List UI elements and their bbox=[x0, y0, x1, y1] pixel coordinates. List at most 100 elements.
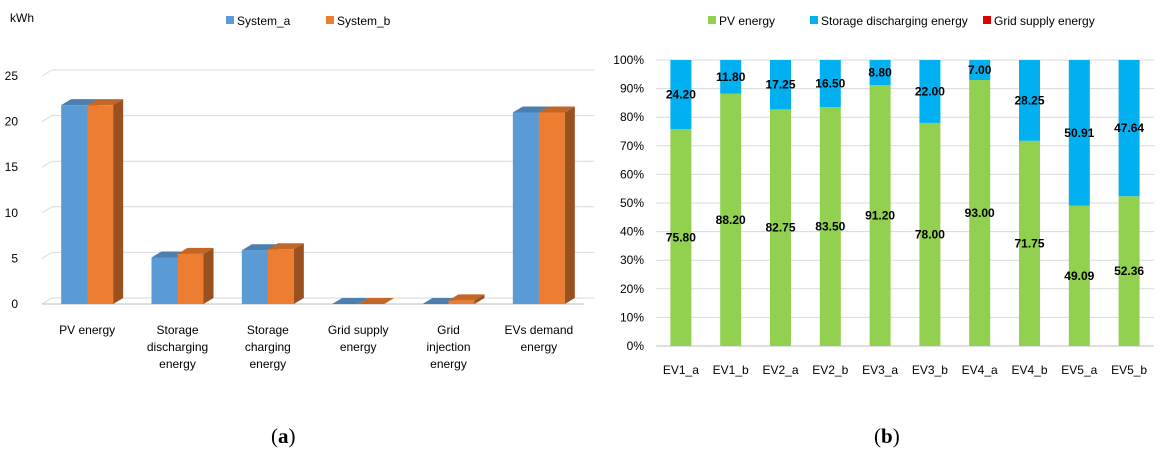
bar-segment-pv-EV1_b bbox=[720, 93, 742, 346]
bar-front bbox=[448, 300, 475, 304]
gridline-side bbox=[41, 297, 53, 305]
bar-segment-pv-EV5_b bbox=[1118, 196, 1140, 346]
x-category-label: PV energy bbox=[59, 323, 115, 337]
data-label-pv: 82.75 bbox=[765, 221, 795, 235]
legend-label-System_b: System_b bbox=[337, 14, 391, 28]
bar-front bbox=[512, 112, 539, 304]
bar-System_b-1 bbox=[177, 247, 214, 304]
panel-label-a-open: ( bbox=[271, 424, 278, 448]
panel-label-a: (a) bbox=[271, 424, 296, 449]
bar-front bbox=[87, 105, 114, 305]
y-tick-label: 10 bbox=[5, 206, 19, 220]
bar-segment-storage-EV2_a bbox=[770, 60, 791, 110]
bar-segment-pv-EV3_b bbox=[919, 122, 941, 346]
x-category-label: EV1_b bbox=[713, 363, 749, 377]
data-label-storage: 28.25 bbox=[1014, 93, 1044, 107]
y-tick-label: 0 bbox=[11, 297, 18, 311]
panel-label-a-close: ) bbox=[288, 424, 296, 448]
x-category-label: EV4_a bbox=[962, 363, 998, 377]
y-tick-label: 10% bbox=[620, 310, 644, 324]
data-label-pv: 71.75 bbox=[1014, 236, 1044, 250]
bar-segment-storage-EV5_b bbox=[1118, 60, 1140, 197]
y-tick-label: 80% bbox=[620, 110, 644, 124]
x-category-label: Storage bbox=[156, 323, 198, 337]
data-label-storage: 24.20 bbox=[666, 88, 696, 102]
bar-top bbox=[177, 247, 214, 254]
bar-chart-energy-comparison: kWh 0 5 10 15 20 25 System_a System_b PV energy St… bbox=[5, 11, 594, 371]
data-label-pv: 49.09 bbox=[1064, 269, 1094, 283]
bar-front bbox=[241, 250, 268, 304]
bar-segment-pv-EV1_a bbox=[670, 129, 692, 346]
x-category-label: EV2_a bbox=[762, 363, 798, 377]
y-tick-label: 90% bbox=[620, 82, 644, 96]
x-category-label: EV5_b bbox=[1111, 363, 1147, 377]
gridline-side bbox=[41, 251, 53, 259]
x-category-label: Storage bbox=[247, 323, 289, 337]
bar-front bbox=[151, 257, 178, 304]
bar-front bbox=[177, 253, 204, 304]
y-tick-label: 50% bbox=[620, 196, 644, 210]
x-category-label: EV2_b bbox=[812, 363, 848, 377]
x-category-label: Grid bbox=[437, 323, 460, 337]
data-label-pv: 88.20 bbox=[716, 213, 746, 227]
bar-System_b-3 bbox=[358, 298, 395, 304]
bar-front bbox=[61, 105, 88, 305]
legend-swatch-Storage discharging energy bbox=[810, 16, 818, 24]
x-category-label: energy bbox=[520, 340, 557, 354]
panel-label-b-letter: b bbox=[881, 424, 893, 448]
x-category-label: EV3_b bbox=[912, 363, 948, 377]
bar-top bbox=[87, 99, 124, 106]
bar-top bbox=[448, 294, 485, 301]
y-tick-label: 30% bbox=[620, 253, 644, 267]
data-label-storage: 7.00 bbox=[968, 63, 992, 77]
data-label-pv: 91.20 bbox=[865, 209, 895, 223]
bar-segment-storage-EV2_b bbox=[819, 60, 841, 108]
bar-side bbox=[474, 294, 485, 304]
y-tick-label: 25 bbox=[5, 69, 19, 83]
data-label-storage: 22.00 bbox=[915, 84, 945, 98]
legend-label-System_a: System_a bbox=[237, 14, 291, 28]
panel-label-a-letter: a bbox=[278, 424, 289, 448]
legend-swatch-Grid supply energy bbox=[983, 16, 991, 24]
y-tick-label: 5 bbox=[11, 251, 18, 265]
bar-segment-pv-EV2_a bbox=[770, 109, 791, 347]
x-category-label: EV1_a bbox=[663, 363, 699, 377]
x-category-label: injection bbox=[426, 340, 470, 354]
y-tick-label: 100% bbox=[613, 53, 644, 67]
bar-top bbox=[61, 99, 98, 106]
legend-label-PV energy: PV energy bbox=[719, 14, 775, 28]
bar-segment-storage-EV3_b bbox=[919, 60, 941, 123]
x-category-label: energy bbox=[249, 357, 286, 371]
data-label-pv: 52.36 bbox=[1114, 264, 1144, 278]
data-label-storage: 50.91 bbox=[1064, 126, 1094, 140]
data-label-storage: 17.25 bbox=[765, 78, 795, 92]
panel-label-b: (b) bbox=[874, 424, 900, 449]
data-label-pv: 75.80 bbox=[666, 231, 696, 245]
bar-top bbox=[512, 106, 549, 113]
bar-segment-storage-EV1_b bbox=[720, 60, 742, 94]
x-category-label: EV5_a bbox=[1061, 363, 1097, 377]
bar-top bbox=[332, 298, 369, 304]
bar-segment-storage-EV5_a bbox=[1068, 60, 1090, 206]
stacked-percent-chart-ev-energy-share: PV energy Storage discharging energy Grid … bbox=[613, 14, 1154, 377]
legend-swatch-System_a bbox=[226, 16, 234, 24]
bar-segment-pv-EV4_a bbox=[969, 80, 991, 347]
gridline-side bbox=[41, 69, 53, 77]
bar-segment-storage-EV1_a bbox=[670, 60, 692, 130]
bar-side bbox=[203, 247, 214, 304]
bar-segment-pv-EV4_b bbox=[1019, 140, 1040, 346]
bar-System_a-3 bbox=[332, 298, 369, 304]
data-label-storage: 11.80 bbox=[716, 70, 746, 84]
y-tick-label: 15 bbox=[5, 160, 19, 174]
bar-side bbox=[564, 106, 575, 304]
panel-label-b-close: ) bbox=[892, 424, 900, 448]
x-category-label: EV4_b bbox=[1011, 363, 1047, 377]
y-tick-label: 70% bbox=[620, 139, 644, 153]
legend-label-Storage discharging energy: Storage discharging energy bbox=[821, 14, 968, 28]
data-label-pv: 83.50 bbox=[815, 220, 845, 234]
y-tick-label: 60% bbox=[620, 167, 644, 181]
y-axis-unit-label: kWh bbox=[10, 11, 34, 25]
data-label-storage: 47.64 bbox=[1114, 121, 1144, 135]
data-label-storage: 8.80 bbox=[868, 66, 892, 80]
bar-System_b-0 bbox=[87, 99, 124, 305]
